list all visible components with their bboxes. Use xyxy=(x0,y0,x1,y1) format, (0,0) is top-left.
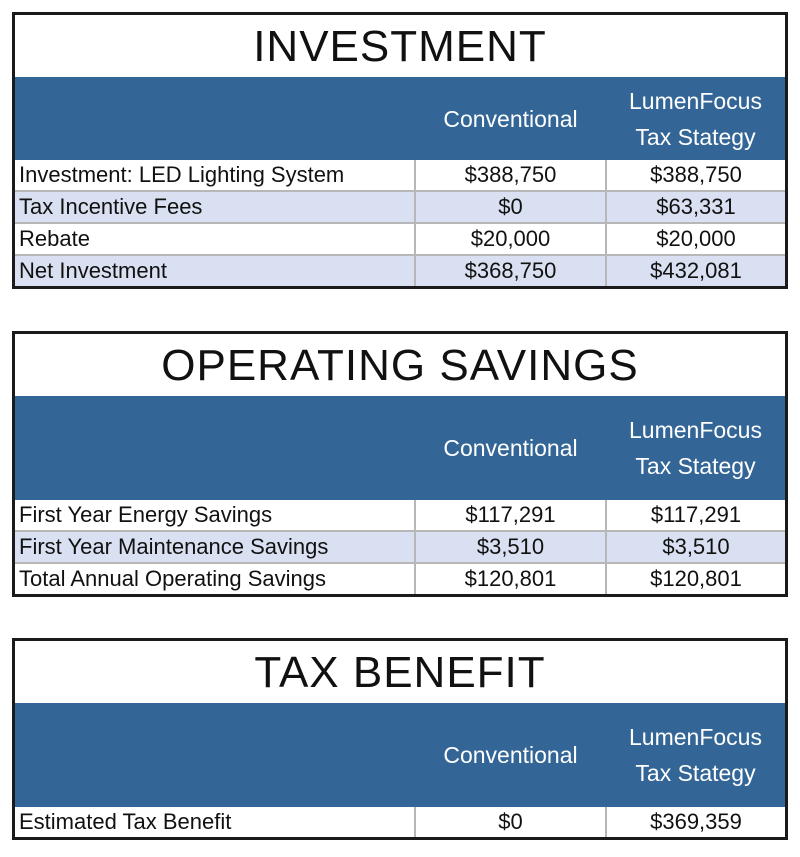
row-label: Estimated Tax Benefit xyxy=(15,807,416,837)
tax-benefit-header-band: Conventional LumenFocus Tax Stategy xyxy=(15,703,785,807)
header-lumenfocus-line1: LumenFocus xyxy=(629,724,762,750)
tax-benefit-table: Estimated Tax Benefit $0 $369,359 xyxy=(15,807,785,837)
operating-savings-panel: OPERATING SAVINGS Conventional LumenFocu… xyxy=(12,331,788,597)
conventional-value: $388,750 xyxy=(414,160,607,192)
lumenfocus-value: $117,291 xyxy=(605,500,785,532)
header-conventional: Conventional xyxy=(443,435,578,461)
row-label: First Year Maintenance Savings xyxy=(15,530,416,564)
header-label-spacer xyxy=(15,77,415,160)
row-label: Investment: LED Lighting System xyxy=(15,160,416,192)
row-label: Net Investment xyxy=(15,254,416,286)
operating-savings-table: First Year Energy Savings $117,291 $117,… xyxy=(15,500,785,594)
header-lumenfocus-line2: Tax Stategy xyxy=(635,123,756,150)
table-row: Estimated Tax Benefit $0 $369,359 xyxy=(15,807,785,837)
table-row: Rebate $20,000 $20,000 xyxy=(15,222,785,256)
lumenfocus-value: $63,331 xyxy=(605,190,785,224)
header-lumenfocus: LumenFocus Tax Stategy xyxy=(606,703,785,807)
investment-header-band: Conventional LumenFocus Tax Stategy xyxy=(15,77,785,160)
row-label: First Year Energy Savings xyxy=(15,500,416,532)
header-lumenfocus: LumenFocus Tax Stategy xyxy=(606,77,785,160)
row-label: Rebate xyxy=(15,222,416,256)
conventional-value: $0 xyxy=(414,807,607,837)
lumenfocus-value: $20,000 xyxy=(605,222,785,256)
header-lumenfocus-line1: LumenFocus xyxy=(629,87,762,114)
header-label-spacer xyxy=(15,396,415,500)
header-lumenfocus: LumenFocus Tax Stategy xyxy=(606,396,785,500)
conventional-value: $368,750 xyxy=(414,254,607,286)
header-conventional: Conventional xyxy=(443,105,578,132)
header-lumenfocus-line1: LumenFocus xyxy=(629,417,762,443)
conventional-value: $120,801 xyxy=(414,562,607,594)
investment-title: INVESTMENT xyxy=(253,22,547,71)
lumenfocus-value: $388,750 xyxy=(605,160,785,192)
row-label: Tax Incentive Fees xyxy=(15,190,416,224)
operating-savings-header-band: Conventional LumenFocus Tax Stategy xyxy=(15,396,785,500)
header-lumenfocus-line2: Tax Stategy xyxy=(635,760,756,786)
table-row: Net Investment $368,750 $432,081 xyxy=(15,254,785,286)
conventional-value: $20,000 xyxy=(414,222,607,256)
header-conventional: Conventional xyxy=(443,742,578,768)
lumenfocus-value: $369,359 xyxy=(605,807,785,837)
table-row: Tax Incentive Fees $0 $63,331 xyxy=(15,190,785,224)
table-row: First Year Maintenance Savings $3,510 $3… xyxy=(15,530,785,564)
header-lumenfocus-line2: Tax Stategy xyxy=(635,453,756,479)
lumenfocus-value: $120,801 xyxy=(605,562,785,594)
conventional-value: $0 xyxy=(414,190,607,224)
table-row: Investment: LED Lighting System $388,750… xyxy=(15,160,785,192)
table-row: Total Annual Operating Savings $120,801 … xyxy=(15,562,785,594)
lumenfocus-value: $432,081 xyxy=(605,254,785,286)
row-label: Total Annual Operating Savings xyxy=(15,562,416,594)
conventional-value: $3,510 xyxy=(414,530,607,564)
table-row: First Year Energy Savings $117,291 $117,… xyxy=(15,500,785,532)
conventional-value: $117,291 xyxy=(414,500,607,532)
investment-panel: INVESTMENT Conventional LumenFocus Tax S… xyxy=(12,12,788,289)
header-label-spacer xyxy=(15,703,415,807)
tax-benefit-title: TAX BENEFIT xyxy=(254,648,546,697)
operating-savings-title: OPERATING SAVINGS xyxy=(161,341,639,390)
lumenfocus-value: $3,510 xyxy=(605,530,785,564)
investment-table: Investment: LED Lighting System $388,750… xyxy=(15,160,785,286)
tax-benefit-panel: TAX BENEFIT Conventional LumenFocus Tax … xyxy=(12,638,788,840)
